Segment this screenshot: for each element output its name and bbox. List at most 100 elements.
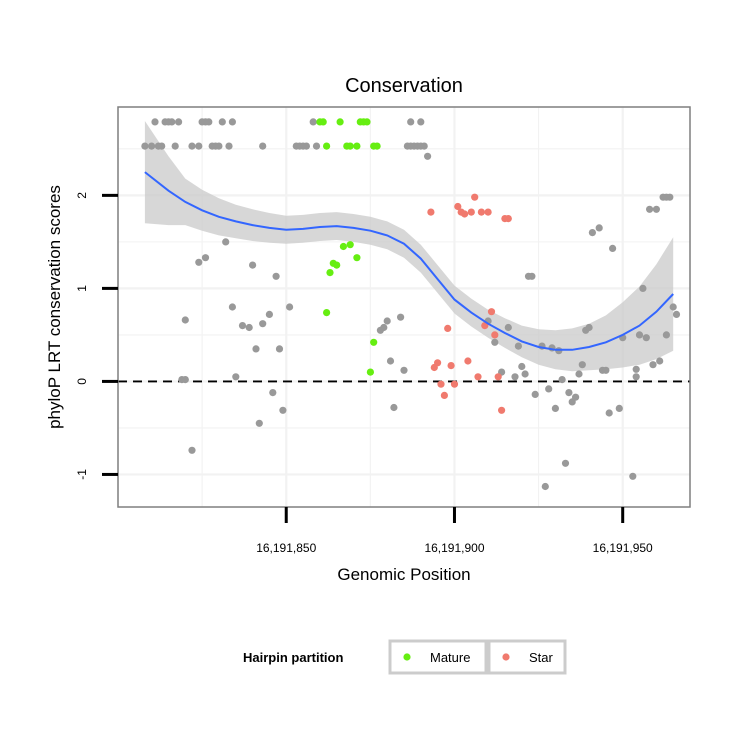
data-point-star [494,373,502,381]
data-point-other [188,142,196,150]
data-point-star [498,406,506,414]
data-point-other [386,357,395,365]
data-point-other [249,261,257,269]
data-point-star [427,208,435,216]
data-point-other [652,205,661,213]
data-point-other [215,142,223,150]
data-point-other [511,373,519,381]
data-point-star [484,208,492,216]
data-point-mature [353,254,361,262]
data-point-other [245,323,253,332]
data-point-other [232,373,240,381]
data-point-other [424,152,432,160]
data-point-other [238,322,247,330]
data-point-other [646,205,654,213]
data-point-star [444,324,452,332]
data-point-mature [346,142,354,150]
data-point-other [609,244,617,252]
x-tick-label: 16,191,950 [593,541,653,555]
data-point-other [666,193,674,201]
legend-label-star: Star [529,650,554,665]
data-point-mature [373,142,381,150]
data-point-star [434,359,442,367]
loess-smooth-line [144,171,674,351]
confidence-band [144,121,674,372]
data-point-other [615,404,623,412]
axes: 16,191,850 16,191,900 16,191,950 -1 0 1 2 [75,192,653,555]
data-point-mature [333,261,341,269]
data-point-other [551,404,560,412]
data-point-other [171,142,179,150]
x-axis-title: Genomic Position [337,565,470,584]
data-point-other [518,362,526,371]
data-point-mature [319,118,327,126]
data-point-other [228,303,236,311]
data-point-mature [339,242,347,251]
data-point-star [464,357,472,365]
data-point-other [265,310,273,318]
data-point-star [461,210,469,218]
data-point-other [420,142,428,150]
y-axis-title: phyloP LRT conservation scores [45,185,64,429]
points-layer [141,118,681,491]
data-point-other [635,331,644,339]
data-point-other [531,390,539,398]
legend-key-star-box [487,639,567,675]
legend: Hairpin partition Mature Star [243,639,567,675]
data-point-other [672,310,681,318]
data-point-other [558,376,566,384]
data-point-other [181,376,189,384]
data-point-other [252,345,260,353]
data-point-other [390,403,398,412]
data-point-other [575,370,583,378]
data-point-other [602,366,610,374]
data-point-other [669,303,677,311]
data-point-other [504,323,512,332]
plot-panel-background [118,107,690,507]
data-point-star [487,308,496,316]
y-tick-label: -1 [75,469,89,480]
data-point-other [255,419,263,427]
data-point-mature [323,142,331,150]
data-point-other [639,284,647,292]
data-point-other [188,446,196,454]
data-point-star [440,391,448,399]
data-point-mature [346,241,354,249]
data-point-mature [353,142,361,150]
data-point-star [491,331,499,339]
data-point-other [407,118,415,126]
data-point-other [383,317,391,325]
legend-key-mature-dot [403,653,411,661]
data-point-other [545,385,553,393]
data-point-other [561,459,570,467]
legend-key-star-dot [502,653,510,661]
data-point-star [474,373,482,381]
data-point-mature [326,269,334,277]
data-point-other [312,142,321,150]
data-point-other [272,272,280,280]
data-point-other [225,142,233,150]
y-tick-label: 2 [75,192,89,199]
data-point-other [595,224,603,232]
data-point-other [605,409,613,417]
data-point-other [259,320,267,328]
data-point-other [514,342,523,350]
data-point-star [471,193,479,201]
data-point-star [477,208,485,216]
smooth-line-layer [144,171,674,351]
data-point-other [222,238,230,246]
data-point-other [195,258,203,266]
legend-label-mature: Mature [430,650,470,665]
data-point-star [447,362,455,370]
data-point-star [504,215,512,223]
data-point-other [158,142,166,150]
data-point-other [632,373,640,381]
confidence-band-layer [144,121,674,372]
legend-title: Hairpin partition [243,650,343,665]
data-point-other [642,334,650,342]
data-point-other [218,118,226,126]
data-point-other [417,118,425,126]
data-point-mature [336,118,344,126]
data-point-other [565,389,573,397]
data-point-other [588,229,597,237]
